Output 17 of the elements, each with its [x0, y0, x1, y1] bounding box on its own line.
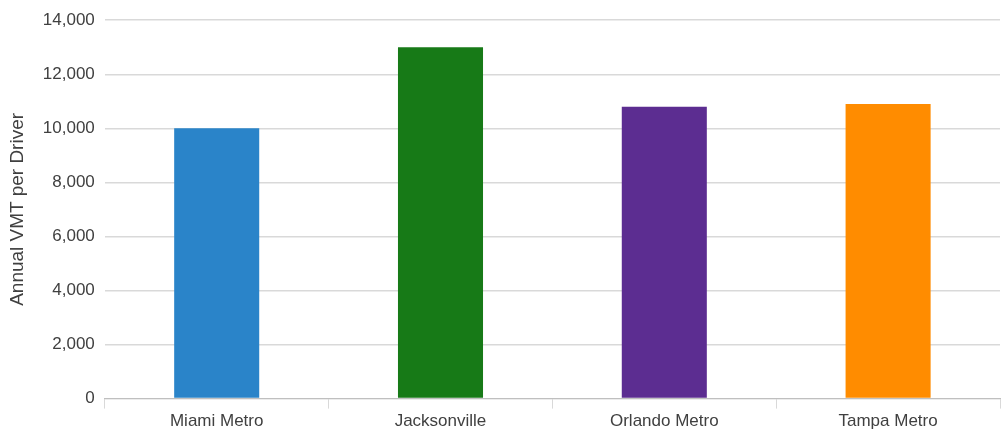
- y-tick-label: 4,000: [52, 280, 95, 300]
- y-tick-label: 2,000: [52, 334, 95, 354]
- y-tick-label: 10,000: [42, 118, 95, 137]
- bar: [397, 47, 484, 398]
- y-axis-title: Annual VMT per Driver: [5, 112, 27, 306]
- bar: [845, 103, 931, 398]
- x-tick-label: Miami Metro: [169, 411, 264, 431]
- y-tick-label: 14,000: [42, 9, 95, 29]
- x-tick-label: Jacksonville: [394, 411, 487, 431]
- bar: [174, 128, 260, 398]
- bar: [621, 106, 707, 398]
- x-tick-label: Tampa Metro: [838, 411, 938, 431]
- y-tick-label: 8,000: [52, 172, 95, 192]
- y-tick-label: 12,000: [42, 63, 95, 83]
- y-tick-label: 0: [85, 388, 95, 408]
- x-tick-label: Orlando Metro: [609, 411, 719, 431]
- y-tick-label: 6,000: [52, 226, 95, 246]
